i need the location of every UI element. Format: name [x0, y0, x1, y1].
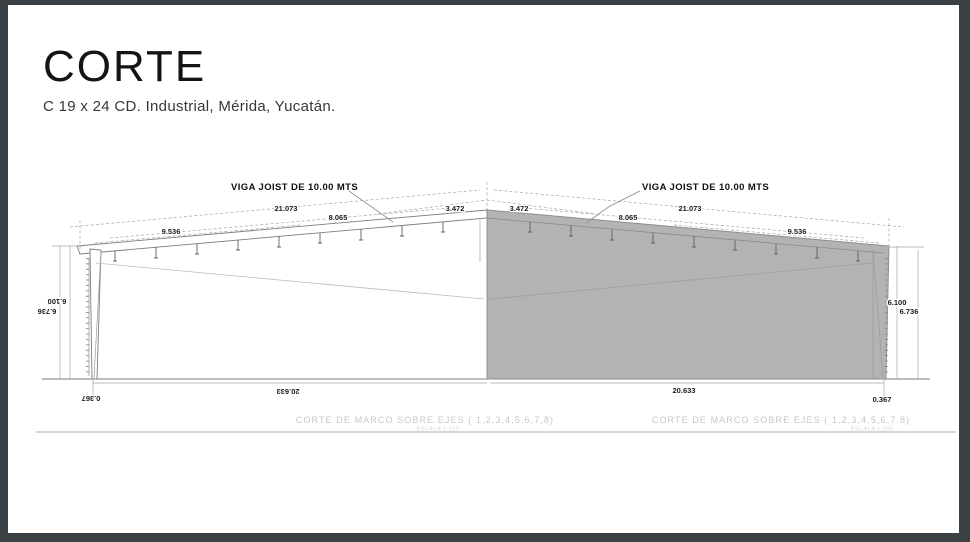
- right-joist-leader-line: [585, 190, 641, 224]
- right-dim-height-total: 6.736: [900, 307, 919, 316]
- right-joist-label: VIGA JOIST DE 10.00 MTS: [642, 182, 769, 193]
- right-caption: CORTE DE MARCO SOBRE EJES ( 1,2,3,4,5,6,…: [652, 415, 910, 425]
- left-dim-base-span: 20.633: [277, 387, 300, 396]
- left-column-taper-line: [93, 250, 102, 379]
- right-roof-band-line: [486, 217, 885, 254]
- left-joist-label: VIGA JOIST DE 10.00 MTS: [231, 182, 358, 193]
- left-rafter-bottom-line: [95, 262, 485, 300]
- right-dim-base-offset: 0.367: [873, 395, 892, 404]
- left-dim-height-total: 6.736: [38, 307, 57, 316]
- left-dim-span-total: 21.073: [275, 204, 298, 213]
- left-dim-ridge: 3.472: [446, 204, 465, 213]
- right-column-taper-line: [872, 249, 884, 378]
- left-joist-ticks: [113, 222, 445, 262]
- left-scale-note: ESCALA 1:100: [417, 427, 460, 433]
- left-dim-base-offset: 0.367: [82, 394, 101, 403]
- left-dim-upper: 8.065: [329, 213, 348, 222]
- right-dim-base-span: 20.633: [673, 386, 696, 395]
- right-dim-lower: 9.536: [788, 227, 807, 236]
- right-joist-ticks: [528, 222, 860, 262]
- right-silhouette: [486, 209, 890, 380]
- page-subtitle: C 19 x 24 CD. Industrial, Mérida, Yucatá…: [43, 98, 336, 116]
- left-section: 21.073 8.065 3.472 9.536 6.100 6.736 20.…: [36, 182, 554, 433]
- left-roof-band: [76, 209, 488, 255]
- sheet-header: CORTE C 19 x 24 CD. Industrial, Mérida, …: [43, 42, 336, 116]
- left-dim-height-eave: 6.100: [48, 297, 67, 306]
- left-joist-leader-line: [348, 190, 394, 223]
- left-caption: CORTE DE MARCO SOBRE EJES ( 1,2,3,4,5,6,…: [296, 415, 554, 425]
- right-dimension-lines: [486, 189, 905, 248]
- left-column: [89, 248, 102, 380]
- left-dim-lower: 9.536: [162, 227, 181, 236]
- right-dim-height-eave: 6.100: [888, 298, 907, 307]
- right-dim-ridge: 3.472: [510, 204, 529, 213]
- right-dim-span-total: 21.073: [679, 204, 702, 213]
- page-title: CORTE: [43, 42, 207, 91]
- right-scale-note: ESCALA 1:100: [851, 427, 894, 433]
- right-dim-upper: 8.065: [619, 213, 638, 222]
- right-rafter-bottom-line: [489, 262, 873, 300]
- right-section: 21.073 8.065 3.472 9.536 6.100 6.736 20.…: [486, 182, 924, 433]
- left-dimension-lines: [69, 182, 488, 250]
